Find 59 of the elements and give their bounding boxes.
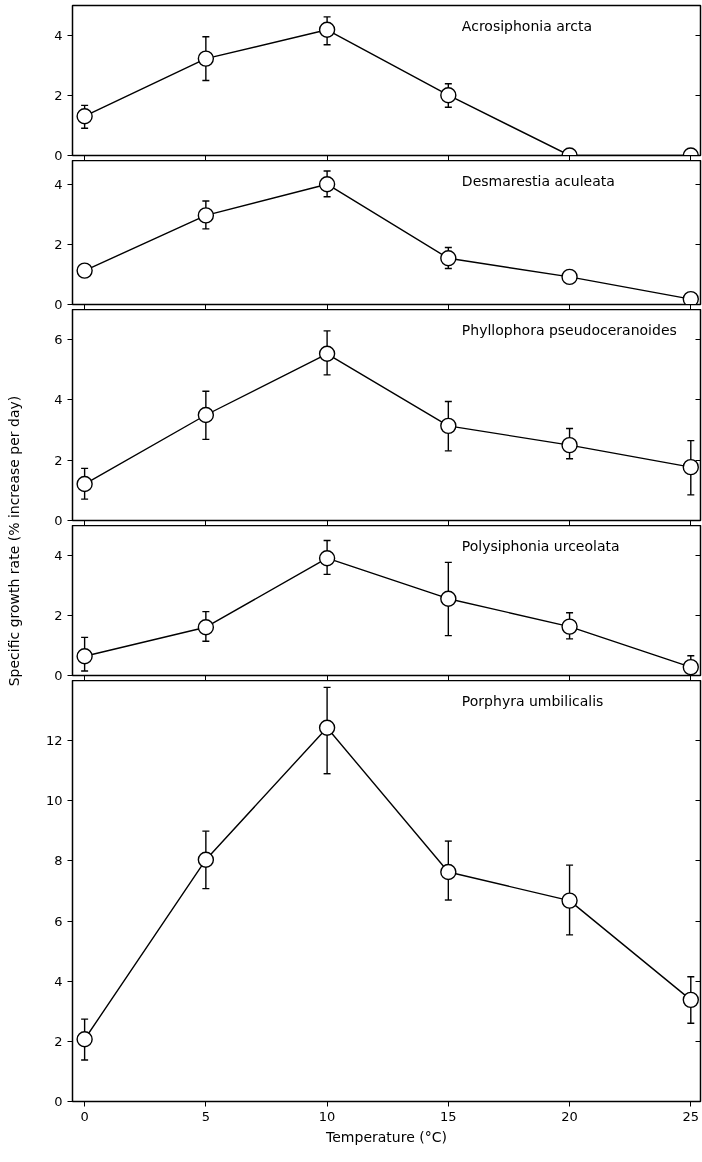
y-tick-label: 4	[54, 28, 63, 43]
x-tick-label: 20	[561, 1108, 578, 1124]
y-tick-label: 4	[54, 548, 63, 563]
text: Desmarestia aculeata	[461, 172, 615, 189]
y-tick-label: 4	[54, 177, 63, 192]
y-tick-label: 10	[45, 793, 63, 809]
y-tick-label: 0	[54, 668, 63, 683]
point	[561, 892, 578, 909]
x-axis-title: Temperature (°C)	[325, 1128, 447, 1145]
y-tick-label: 0	[54, 148, 63, 163]
y-tick-label: 0	[54, 297, 63, 312]
point	[76, 262, 93, 279]
y-tick-label: 6	[54, 332, 63, 348]
x-tick-label: 0	[80, 1108, 89, 1124]
point	[682, 991, 699, 1009]
point	[197, 619, 215, 636]
y-tick-label: 0	[54, 1094, 63, 1109]
y-tick-label: 8	[54, 853, 63, 869]
point	[440, 863, 457, 881]
y-tick-label: 2	[54, 608, 63, 623]
y-tick-label: 0	[54, 513, 63, 528]
point	[682, 458, 699, 476]
point	[76, 1031, 93, 1048]
point	[561, 436, 578, 454]
y-tick-label: 2	[54, 452, 63, 468]
x-tick-label: 5	[201, 1108, 210, 1124]
point	[318, 550, 336, 567]
text: Porphyra umbilicalis	[461, 692, 604, 709]
y-tick-label: 4	[54, 973, 63, 989]
text: Phyllophora pseudoceranoides	[461, 321, 677, 338]
point	[561, 618, 578, 635]
point	[440, 87, 457, 104]
point	[440, 590, 457, 607]
point	[197, 207, 215, 224]
text: Acrosiphonia arcta	[461, 17, 592, 34]
text: Polysiphonia urceolata	[461, 537, 620, 554]
point	[197, 50, 215, 67]
point	[76, 475, 93, 493]
point	[318, 719, 336, 736]
x-tick-label: 25	[682, 1108, 700, 1124]
point	[318, 176, 336, 193]
y-tick-label: 2	[54, 1033, 63, 1049]
y-tick-label: 2	[54, 237, 63, 252]
y-tick-label: 12	[45, 733, 63, 749]
point	[197, 406, 215, 424]
x-tick-label: 10	[318, 1108, 336, 1124]
point	[682, 290, 699, 305]
point	[318, 21, 336, 38]
y-axis-title: Specific growth rate (% increase per day)	[5, 395, 22, 687]
y-tick-label: 6	[54, 913, 63, 929]
point	[440, 417, 457, 435]
point	[440, 250, 457, 267]
y-tick-label: 4	[54, 392, 63, 408]
x-tick-label: 15	[440, 1108, 457, 1124]
y-tick-label: 2	[54, 88, 63, 103]
point	[561, 268, 578, 286]
point	[76, 648, 93, 665]
point	[197, 851, 215, 868]
point	[318, 345, 336, 362]
